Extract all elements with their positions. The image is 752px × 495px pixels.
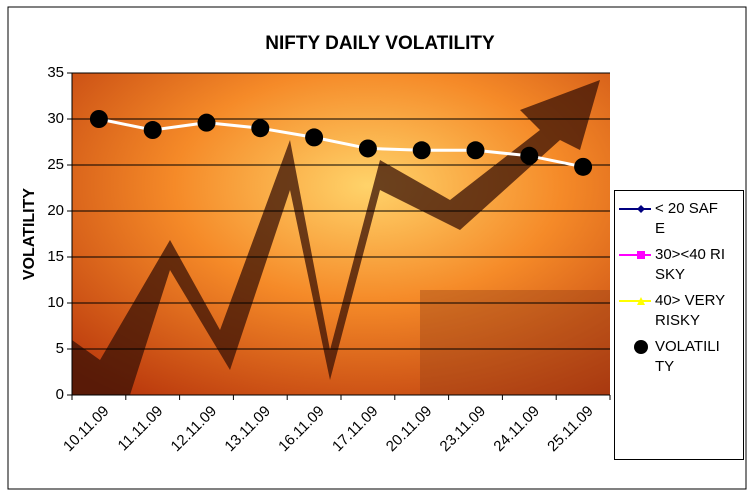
legend-entry: < 20 SAFE xyxy=(615,199,743,239)
legend-entry: VOLATILITY xyxy=(615,337,743,377)
marker xyxy=(520,146,539,165)
marker xyxy=(637,251,645,259)
marker xyxy=(89,110,108,128)
marker xyxy=(143,121,162,140)
marker xyxy=(637,297,645,305)
legend-icon xyxy=(619,205,651,213)
marker xyxy=(574,157,593,176)
legend-label: VOLATILITY xyxy=(655,338,720,375)
legend-label: 30><40 RISKY xyxy=(655,246,726,283)
y-tick-label: 20 xyxy=(47,202,64,219)
legend-entry: 30><40 RISKY xyxy=(615,245,743,285)
legend-label: 40> VERY RISKY xyxy=(655,292,725,329)
y-tick-label: 30 xyxy=(47,110,64,127)
marker xyxy=(637,205,645,213)
legend-icon xyxy=(619,251,651,259)
y-tick-label: 35 xyxy=(47,64,64,81)
marker xyxy=(634,340,648,354)
y-tick-label: 0 xyxy=(56,386,64,403)
marker xyxy=(197,113,216,132)
marker xyxy=(412,141,431,160)
marker xyxy=(305,128,324,147)
marker xyxy=(251,119,270,138)
background-art xyxy=(72,80,600,395)
marker xyxy=(358,139,377,158)
legend-icon xyxy=(634,340,648,354)
legend: < 20 SAFE 30><40 RISKY 40> VERY RISKY VOLAT… xyxy=(614,190,744,460)
line xyxy=(98,117,584,169)
y-tick-label: 15 xyxy=(47,248,64,265)
y-tick-label: 25 xyxy=(47,156,64,173)
legend-entry: 40> VERY RISKY xyxy=(615,291,743,331)
marker xyxy=(466,141,485,160)
legend-icon xyxy=(619,297,651,305)
y-axis-label: VOLATILITY xyxy=(21,188,38,280)
chart-title: NIFTY DAILY VOLATILITY xyxy=(265,33,495,54)
background-art xyxy=(420,290,610,395)
plot-background xyxy=(72,73,610,395)
y-tick-label: 5 xyxy=(56,340,64,357)
y-tick-label: 10 xyxy=(47,294,64,311)
legend-label: < 20 SAFE xyxy=(655,200,718,237)
